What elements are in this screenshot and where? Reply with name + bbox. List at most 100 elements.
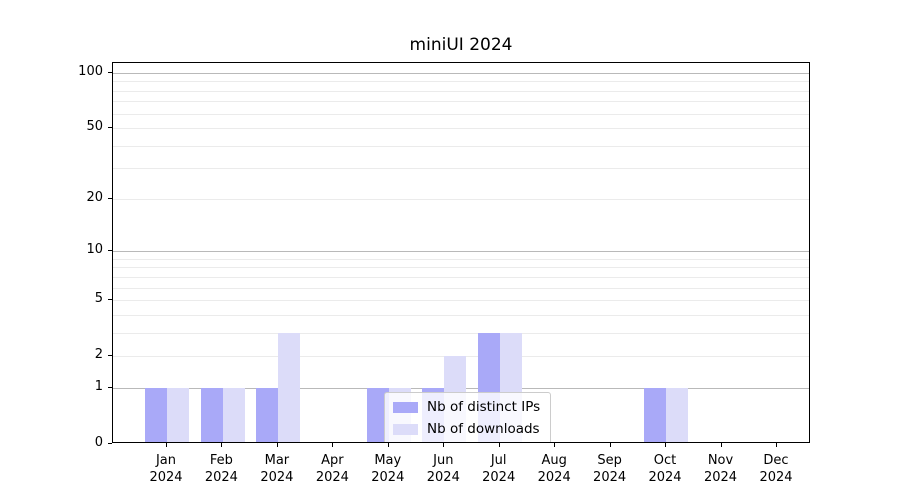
x-tick-year: 2024 xyxy=(371,470,405,485)
x-tick-month: Apr xyxy=(321,453,344,468)
y-tick-mark xyxy=(108,443,112,444)
minor-gridline xyxy=(113,332,809,334)
x-tick-year: 2024 xyxy=(149,470,183,485)
x-tick-label: Feb 2024 xyxy=(205,452,238,486)
x-tick-month: Sep xyxy=(597,453,622,468)
x-tick-month: May xyxy=(374,453,402,468)
x-tick-label: Apr 2024 xyxy=(316,452,349,486)
x-tick-mark xyxy=(554,443,556,447)
x-tick-year: 2024 xyxy=(482,470,516,485)
x-tick-month: Jan xyxy=(155,453,177,468)
x-tick-mark xyxy=(332,443,334,447)
x-tick-month: Jun xyxy=(433,453,454,468)
y-tick-mark xyxy=(108,387,112,389)
x-tick-label: Aug 2024 xyxy=(538,452,571,486)
x-tick-year: 2024 xyxy=(648,470,682,485)
y-tick-label: 1 xyxy=(94,379,103,395)
major-gridline xyxy=(113,251,809,253)
minor-gridline xyxy=(113,168,809,169)
y-tick-label: 50 xyxy=(86,118,103,134)
y-tick-mark xyxy=(108,198,112,200)
x-tick-mark xyxy=(776,443,777,447)
plot-area: Nb of distinct IPs Nb of downloads xyxy=(112,62,810,443)
minor-gridline xyxy=(113,81,809,83)
x-tick-year: 2024 xyxy=(759,470,793,485)
bar-downloads xyxy=(167,388,189,442)
minor-gridline xyxy=(113,267,809,269)
x-tick-mark xyxy=(221,443,223,447)
minor-gridline xyxy=(113,113,809,115)
x-tick-label: Mar 2024 xyxy=(260,452,293,486)
x-tick-year: 2024 xyxy=(703,470,738,485)
bar-distinct-ips xyxy=(145,388,167,442)
minor-gridline xyxy=(113,258,809,260)
bar-downloads xyxy=(277,332,300,442)
x-tick-month: Nov xyxy=(707,453,734,468)
legend-entry-distinct-ips: Nb of distinct IPs xyxy=(393,399,540,415)
legend-swatch-downloads xyxy=(393,423,418,435)
x-tick-mark xyxy=(387,443,389,447)
bar-distinct-ips xyxy=(255,388,278,442)
x-tick-label: Jan 2024 xyxy=(149,452,182,486)
x-tick-year: 2024 xyxy=(537,470,571,485)
legend: Nb of distinct IPs Nb of downloads xyxy=(384,392,552,442)
legend-entry-downloads: Nb of downloads xyxy=(393,421,540,437)
x-tick-mark xyxy=(720,443,722,447)
y-tick-label: 2 xyxy=(94,346,103,362)
x-tick-label: Nov 2024 xyxy=(704,452,737,486)
y-tick-label: 5 xyxy=(94,291,103,306)
x-tick-mark xyxy=(443,443,445,447)
minor-gridline xyxy=(113,314,809,316)
legend-label-distinct-ips: Nb of distinct IPs xyxy=(427,399,541,415)
x-tick-mark xyxy=(665,443,666,447)
x-tick-mark xyxy=(498,443,500,447)
x-tick-label: Dec 2024 xyxy=(759,452,792,486)
x-tick-month: Jul xyxy=(490,453,507,468)
minor-gridline xyxy=(113,90,809,92)
x-tick-label: Sep 2024 xyxy=(593,452,626,486)
x-tick-month: Aug xyxy=(541,453,567,468)
x-tick-year: 2024 xyxy=(315,470,349,485)
bar-distinct-ips xyxy=(366,388,389,442)
y-tick-mark xyxy=(108,72,112,73)
x-tick-year: 2024 xyxy=(260,470,294,485)
minor-gridline xyxy=(113,287,809,289)
minor-gridline xyxy=(113,101,809,103)
bar-downloads xyxy=(222,388,245,442)
major-gridline xyxy=(113,73,809,74)
bar-distinct-ips xyxy=(644,388,666,442)
x-tick-month: Dec xyxy=(763,453,789,468)
x-tick-label: Jul 2024 xyxy=(482,452,515,486)
bar-distinct-ips xyxy=(200,388,223,442)
chart-title: miniUI 2024 xyxy=(409,35,513,55)
x-tick-mark xyxy=(276,443,278,447)
x-tick-label: May 2024 xyxy=(371,452,404,486)
y-tick-mark xyxy=(108,354,112,356)
x-tick-mark xyxy=(166,443,167,447)
legend-swatch-distinct-ips xyxy=(393,401,418,413)
minor-gridline xyxy=(113,145,809,147)
y-tick-label: 10 xyxy=(86,242,103,258)
y-tick-label: 0 xyxy=(94,435,103,450)
x-tick-mark xyxy=(609,443,611,447)
x-tick-year: 2024 xyxy=(204,470,238,485)
minor-gridline xyxy=(113,276,809,278)
legend-label-downloads: Nb of downloads xyxy=(427,421,540,437)
x-tick-month: Mar xyxy=(264,453,290,468)
x-tick-month: Oct xyxy=(653,453,677,468)
x-tick-label: Oct 2024 xyxy=(648,452,681,486)
y-tick-mark xyxy=(108,250,112,252)
minor-gridline xyxy=(113,199,809,201)
x-tick-month: Feb xyxy=(209,453,233,468)
y-tick-mark xyxy=(108,126,112,128)
minor-gridline xyxy=(113,127,809,129)
x-tick-year: 2024 xyxy=(426,470,460,485)
y-tick-mark xyxy=(108,299,112,300)
minor-gridline xyxy=(113,300,809,301)
x-tick-year: 2024 xyxy=(593,470,627,485)
y-tick-label: 20 xyxy=(86,190,103,206)
x-tick-label: Jun 2024 xyxy=(427,452,460,486)
y-tick-label: 100 xyxy=(78,64,103,79)
bar-downloads xyxy=(666,388,688,442)
